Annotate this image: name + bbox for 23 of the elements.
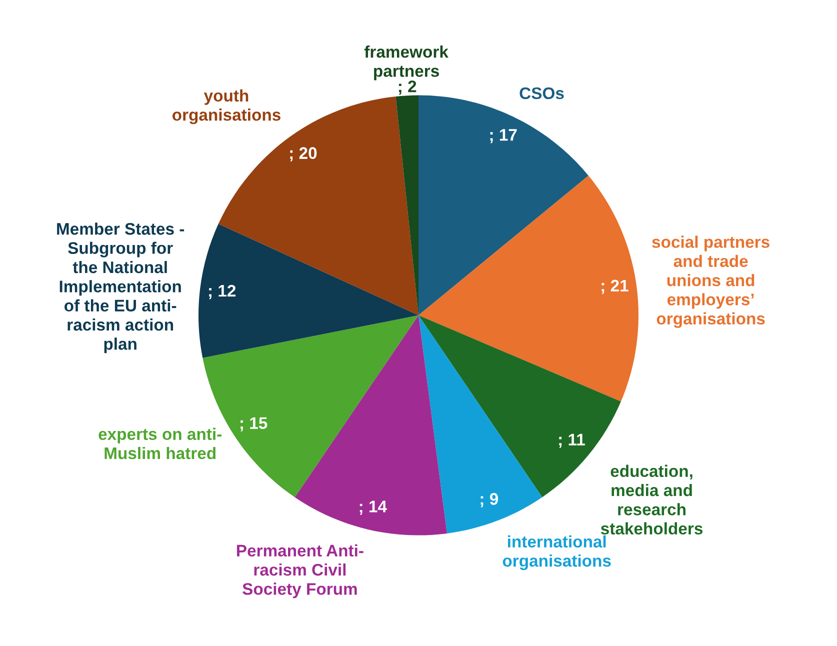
slice-label: framework partners bbox=[364, 46, 448, 80]
data-label: ; 14 bbox=[360, 500, 387, 515]
data-label: ; 11 bbox=[559, 434, 585, 448]
slice-label: Member States - Subgroup for the National Implementation of the EU anti- racism action plan bbox=[57, 222, 184, 354]
pie-slice bbox=[418, 315, 542, 534]
pie-slice bbox=[418, 176, 639, 402]
slice-label: education, media and research stakeholders bbox=[600, 464, 702, 535]
slice-label: Permanent Anti- racism Civil Society Forum bbox=[237, 544, 364, 598]
data-label: ; 17 bbox=[490, 129, 517, 144]
data-label: ; 12 bbox=[209, 284, 236, 300]
slice-label: youth organisations bbox=[172, 89, 280, 124]
data-label: ; 21 bbox=[602, 280, 628, 294]
pie-slice bbox=[396, 95, 418, 316]
pie-slice bbox=[294, 315, 447, 536]
slice-label: experts on anti- Muslim hatred bbox=[98, 428, 222, 460]
data-label: ; 20 bbox=[290, 147, 317, 162]
slice-label: CSOs bbox=[520, 87, 564, 100]
slice-label: international organisations bbox=[502, 535, 611, 570]
slice-label: social partners and trade unions and employers’ organisations bbox=[652, 236, 770, 328]
data-label: ; 2 bbox=[398, 80, 416, 95]
data-label: ; 9 bbox=[480, 493, 498, 508]
pie-slice bbox=[198, 224, 418, 358]
data-label: ; 15 bbox=[240, 417, 268, 432]
